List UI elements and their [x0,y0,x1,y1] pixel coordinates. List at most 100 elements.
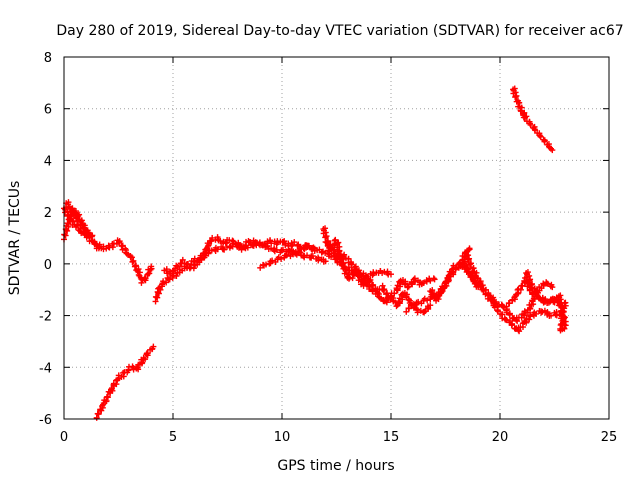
data-point [280,239,287,246]
data-point [506,311,513,318]
data-point [291,239,298,246]
data-point [198,255,205,262]
x-axis-label: GPS time / hours [277,458,394,474]
data-point [380,286,387,293]
data-point [115,238,122,245]
data-point [322,258,329,265]
data-point [159,281,166,288]
data-point [160,278,167,285]
data-point [393,285,400,292]
data-point [393,303,400,310]
data-point [464,266,471,273]
data-point [395,298,402,305]
data-point [89,232,96,239]
data-point [527,281,534,288]
data-point [134,364,141,371]
data-point [405,296,412,303]
data-point [94,410,101,417]
data-point [257,264,264,271]
y-tick-label: 0 [44,258,52,273]
data-point [173,262,180,269]
data-point [176,263,183,270]
data-point [510,315,517,322]
data-point [331,246,338,253]
data-point [384,295,391,302]
data-point [503,316,510,323]
data-point [328,254,335,261]
y-tick-label: 2 [44,206,52,221]
data-point [402,280,409,287]
data-point [80,225,87,232]
data-point [466,261,473,268]
data-point [93,414,100,421]
data-point [522,318,529,325]
data-point [522,114,529,121]
data-point [442,279,449,286]
axis-ticks [63,56,610,420]
data-point [366,285,373,292]
data-point [465,256,472,263]
data-point [269,257,276,264]
data-point [434,294,441,301]
data-point [72,223,79,230]
data-point [89,237,96,244]
data-point [348,261,355,268]
data-point [179,256,186,263]
grid [64,57,609,419]
data-point [558,320,565,327]
plot-frame [63,56,610,420]
data-point [274,239,281,246]
data-points [61,85,569,421]
data-point [131,263,138,270]
data-point [267,237,274,244]
data-point [70,210,77,217]
data-point [430,275,437,282]
data-point [138,279,145,286]
data-point [477,283,484,290]
x-tick-label: 5 [169,430,177,445]
data-point [521,308,528,315]
data-point [363,281,370,288]
data-point [142,275,149,282]
data-point [415,298,422,305]
data-point [549,284,556,291]
data-point [75,218,82,225]
data-point [549,147,556,154]
data-point [148,263,155,270]
x-tick-label: 25 [601,430,618,445]
y-tick-label: 8 [44,51,52,66]
data-point [535,293,542,300]
data-point [541,137,548,144]
data-point [209,234,216,241]
data-point [95,245,102,252]
data-point [262,261,269,268]
data-point [108,386,115,393]
x-tick-label: 20 [492,430,509,445]
data-point [150,343,157,350]
data-point [531,285,538,292]
data-point [544,299,551,306]
data-point [493,298,500,305]
data-point [503,303,510,310]
data-point [531,126,538,133]
data-point [403,308,410,315]
data-point [468,270,475,277]
data-point [560,313,567,320]
data-point [278,255,285,262]
data-point [253,242,260,249]
data-point [560,308,567,315]
data-point [173,273,180,280]
data-point [235,239,242,246]
data-point [140,354,147,361]
data-point [331,237,338,244]
data-point [334,254,341,261]
y-tick-label: -4 [39,361,52,376]
data-point [530,301,537,308]
data-point [544,280,551,287]
data-point [470,265,477,272]
chart-title: Day 280 of 2019, Sidereal Day-to-day VTE… [56,23,623,39]
data-point [466,245,473,252]
data-point [500,304,507,311]
data-point [305,242,312,249]
